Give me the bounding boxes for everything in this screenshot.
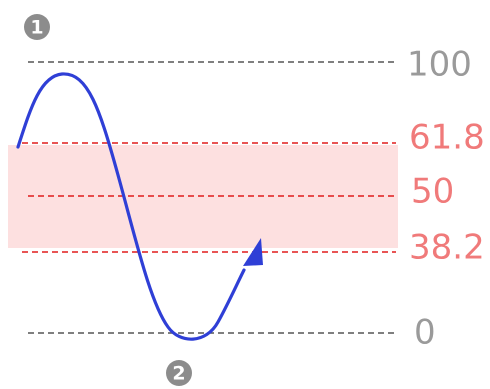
marker-2-badge: 2 xyxy=(166,360,192,386)
level-label-61-8: 61.8 xyxy=(409,118,485,158)
level-label-0: 0 xyxy=(414,313,436,353)
marker-1-circle xyxy=(24,14,50,40)
price-path-arrowhead xyxy=(243,238,263,266)
price-path-curve xyxy=(16,72,246,341)
level-label-100: 100 xyxy=(407,45,472,85)
marker-2-number: 2 xyxy=(172,363,185,385)
marker-2-circle xyxy=(166,360,192,386)
marker-1-badge: 1 xyxy=(24,14,50,40)
level-label-38-2: 38.2 xyxy=(409,228,485,268)
marker-1-number: 1 xyxy=(30,17,43,39)
level-label-50: 50 xyxy=(411,172,454,212)
